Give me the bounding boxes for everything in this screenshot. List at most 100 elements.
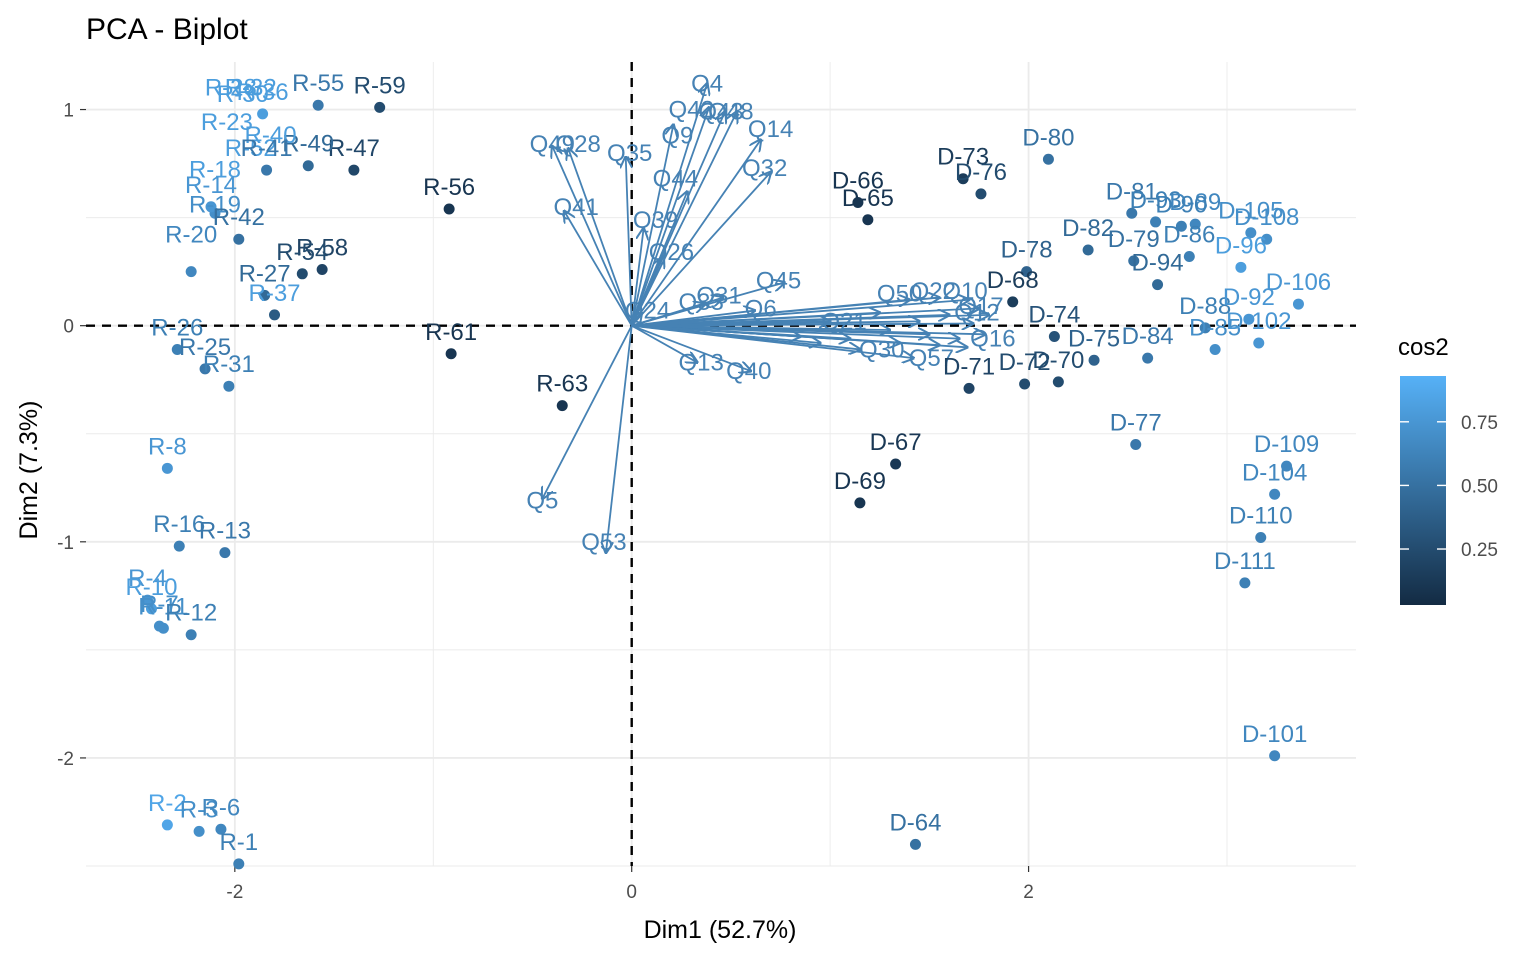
individual-label: D-84 [1122, 323, 1174, 350]
individual-label: R-19 [189, 191, 241, 218]
individual-point [161, 819, 173, 831]
variable-label: Q50 [877, 280, 922, 307]
individual-point [1261, 233, 1273, 245]
individual-point [312, 99, 324, 111]
individual-point [219, 547, 231, 559]
individual-label: R-25 [179, 334, 231, 361]
individual-point [1281, 460, 1293, 472]
variable-arrow [568, 148, 633, 326]
individual-point [963, 382, 975, 394]
individual-point [957, 173, 969, 185]
individual-label: R-55 [292, 70, 344, 97]
legend-tick-label: 0.75 [1461, 413, 1498, 434]
x-axis-title: Dim1 (52.7%) [644, 916, 797, 944]
variable-arrow [630, 125, 674, 326]
individual-point [975, 188, 987, 200]
individual-label: D-77 [1110, 410, 1162, 437]
variable-label: Q14 [748, 116, 793, 143]
individual-point [215, 823, 227, 835]
y-tick-label: -2 [57, 749, 74, 770]
variable-label: Q16 [970, 326, 1015, 353]
individual-point [223, 380, 235, 392]
individual-point [233, 233, 245, 245]
variable-arrow [631, 321, 920, 325]
x-tick-label: 0 [626, 882, 637, 903]
individual-point [302, 160, 314, 172]
variable-arrow [630, 112, 737, 327]
individual-point [316, 263, 328, 275]
individual-label: R-10 [125, 574, 177, 601]
individual-label: R-52 [225, 135, 277, 162]
individual-label: D-88 [1179, 293, 1231, 320]
y-axis-title: Dim2 (7.3%) [15, 401, 43, 540]
individual-label: R-28 [205, 75, 257, 102]
individual-point [161, 462, 173, 474]
individual-label: D-93 [1130, 187, 1182, 214]
individual-label: D-96 [1215, 232, 1267, 259]
individual-point [1239, 577, 1251, 589]
individual-label: R-20 [165, 222, 217, 249]
y-tick-label: 0 [63, 317, 74, 338]
chart-title: PCA - Biplot [86, 13, 248, 46]
variable-label: Q35 [607, 140, 652, 167]
individual-label: D-101 [1242, 721, 1307, 748]
individual-point [1152, 279, 1164, 291]
individual-point [1007, 296, 1019, 308]
variable-label: Q6 [745, 295, 777, 322]
individual-label: R-27 [239, 260, 291, 287]
variable-label: Q44 [653, 166, 698, 193]
individual-point [171, 343, 183, 355]
individual-point [1209, 343, 1221, 355]
individual-point [1021, 266, 1033, 278]
variable-arrow [626, 157, 633, 326]
variable-label: Q42 [669, 97, 714, 124]
individual-point [1052, 376, 1064, 388]
individual-label: D-79 [1108, 226, 1160, 253]
individual-label: D-110 [1229, 502, 1293, 529]
individual-label: R-56 [423, 174, 475, 201]
variable-label: Q31 [696, 282, 741, 309]
individual-point [1189, 218, 1201, 230]
individual-point [852, 196, 864, 208]
individual-label: R-12 [165, 600, 217, 627]
individual-point [257, 108, 269, 120]
variable-label: Q40 [726, 358, 771, 385]
individual-label: D-68 [987, 267, 1039, 294]
individual-label: R-36 [237, 79, 289, 106]
individual-label: R-11 [138, 593, 188, 620]
legend-colorbar [1400, 376, 1446, 605]
individual-label: R-6 [202, 794, 241, 821]
variable-label: Q53 [581, 529, 626, 556]
individual-label: R-8 [148, 433, 187, 460]
individual-label: R-3 [180, 796, 219, 823]
variable-arrow [631, 304, 705, 327]
individual-point [1235, 261, 1247, 273]
individual-label: D-106 [1266, 269, 1331, 296]
individual-point [1253, 337, 1265, 349]
individual-label: R-54 [276, 239, 328, 266]
individual-label: D-78 [1001, 237, 1053, 264]
variable-label: Q39 [633, 207, 678, 234]
individual-label: R-13 [199, 518, 251, 545]
individual-point [1255, 531, 1267, 543]
individual-points [142, 99, 1304, 870]
variable-arrow [631, 326, 890, 330]
individual-point [1183, 251, 1195, 263]
individual-label: R-18 [189, 157, 241, 184]
variable-label: Q41 [553, 194, 598, 221]
variable-label: Q13 [678, 349, 723, 376]
individual-label: D-92 [1223, 284, 1275, 311]
individual-point [1082, 244, 1094, 256]
individual-point [1269, 750, 1281, 762]
individual-point [1142, 352, 1154, 364]
individual-label: D-66 [832, 167, 884, 194]
variable-label: Q17 [958, 293, 1003, 320]
individual-point [199, 363, 211, 375]
individual-label: D-86 [1163, 222, 1215, 249]
variable-arrow [631, 313, 880, 327]
individual-label: R-58 [296, 234, 348, 261]
legend: cos2 0.75 0.50 0.25 [1398, 334, 1498, 605]
individual-point [556, 400, 568, 412]
individual-point [157, 622, 169, 634]
